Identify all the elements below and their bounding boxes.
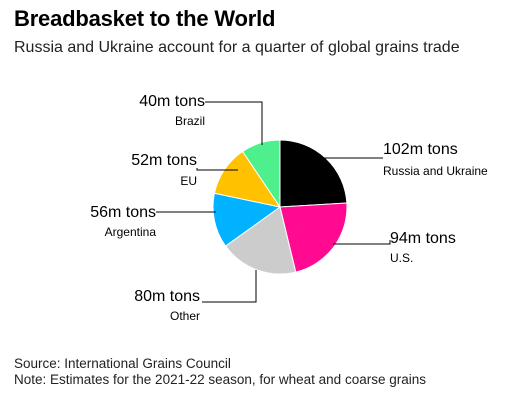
leader-line-other: [202, 270, 257, 303]
value-label-eu: 52m tons: [131, 152, 197, 169]
footnote: Note: Estimates for the 2021-22 season, …: [14, 372, 426, 387]
category-label-other: Other: [170, 309, 200, 323]
footer: Source: International Grains Council Not…: [14, 356, 426, 388]
pie-slice-argentina: [212, 192, 282, 247]
pie-slice-other: [224, 206, 297, 275]
chart-subtitle: Russia and Ukraine account for a quarter…: [14, 39, 460, 56]
leader-line-u-s: [333, 240, 391, 245]
source-note: Source: International Grains Council: [14, 356, 231, 371]
category-label-u-s: U.S.: [390, 251, 413, 265]
value-label-russia-and-ukraine: 102m tons: [383, 141, 458, 158]
pie-slice-russia-and-ukraine: [279, 139, 348, 208]
category-label-eu: EU: [180, 174, 197, 188]
pie-slice-brazil: [241, 139, 281, 209]
category-label-russia-and-ukraine: Russia and Ukraine: [383, 164, 488, 178]
chart-title: Breadbasket to the World: [14, 6, 276, 31]
category-label-argentina: Argentina: [105, 225, 157, 239]
leader-line-eu: [196, 168, 238, 171]
leader-line-brazil: [205, 101, 263, 145]
pie-slice-u-s: [279, 202, 348, 273]
category-label-brazil: Brazil: [175, 114, 205, 128]
value-label-other: 80m tons: [134, 288, 200, 305]
value-label-brazil: 40m tons: [139, 93, 205, 110]
value-label-argentina: 56m tons: [90, 204, 156, 221]
value-label-u-s: 94m tons: [390, 230, 456, 247]
